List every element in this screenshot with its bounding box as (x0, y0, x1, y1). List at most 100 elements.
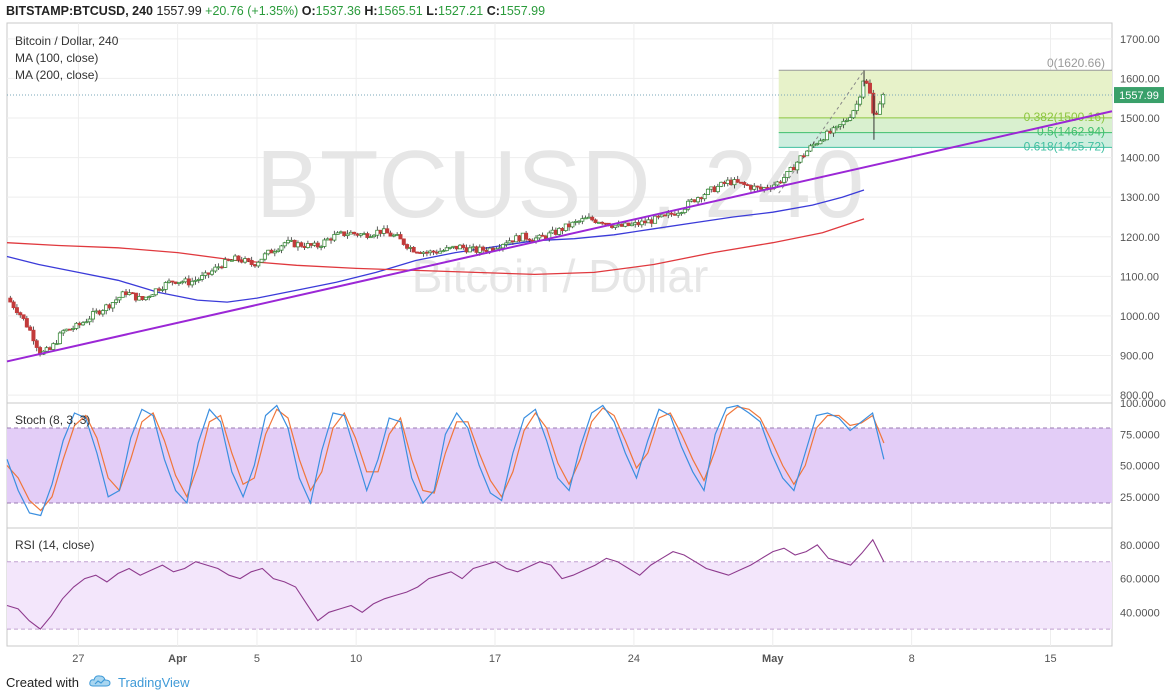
trendline[interactable] (6, 110, 1113, 363)
candle-body (626, 222, 631, 227)
candle-body (249, 259, 254, 265)
candle-body (881, 94, 886, 105)
candle-body (375, 229, 380, 236)
candle-body (748, 185, 753, 190)
price-axis-label: 1300.00 (1120, 192, 1160, 204)
candle-body (858, 96, 863, 105)
symbol-label[interactable]: BITSTAMP:BTCUSD, 240 (6, 4, 154, 18)
candle-body (338, 231, 343, 234)
candle-body (715, 185, 720, 193)
candle-body (530, 239, 535, 242)
candle-body (666, 212, 671, 216)
candle-body (130, 292, 135, 295)
candle-body (259, 258, 264, 263)
candle-body (464, 247, 469, 253)
candle-body (365, 233, 370, 238)
candle-body (47, 347, 52, 350)
candle-body (223, 259, 228, 268)
fib-level-label: 0.618(1425.72) (1024, 139, 1105, 153)
candle-body (100, 310, 105, 315)
candle-body (782, 177, 787, 183)
candle-body (745, 184, 750, 186)
candle-body (213, 266, 218, 272)
candle-body (520, 232, 525, 242)
candle-body (421, 251, 426, 254)
candle-body (646, 219, 651, 224)
candle-body (193, 279, 198, 282)
stoch-axis-label: 50.0000 (1120, 461, 1160, 473)
candle-body (633, 222, 638, 225)
legend-title: Bitcoin / Dollar, 240 (15, 34, 119, 48)
high-value: 1565.51 (377, 4, 423, 18)
chart-canvas[interactable]: BTCUSD, 240 Bitcoin / Dollar 0(1620.66)0… (0, 22, 1176, 668)
time-axis-label: 24 (628, 653, 640, 665)
candle-body (107, 304, 112, 309)
candle-body (877, 103, 882, 115)
candle-body (272, 251, 277, 254)
open-value: 1537.36 (315, 4, 361, 18)
candle-body (414, 251, 419, 254)
candle-body (295, 242, 300, 248)
candle-body (381, 228, 386, 234)
candle-body (137, 296, 142, 301)
time-axis-label: 10 (350, 653, 362, 665)
candle-body (586, 216, 591, 219)
candle-body (537, 234, 542, 239)
candle-body (729, 179, 734, 186)
candle-body (795, 161, 800, 171)
candle-body (752, 185, 757, 190)
candle-body (844, 119, 849, 122)
candle-body (418, 252, 423, 254)
candle-body (114, 299, 119, 303)
rsi-axis-label: 80.0000 (1120, 540, 1160, 552)
candle-body (649, 219, 654, 224)
candle-body (567, 223, 572, 228)
candle-body (150, 294, 155, 297)
low-value: 1527.21 (438, 4, 484, 18)
candle-body (573, 221, 578, 223)
candle-body (659, 214, 664, 218)
candle-body (200, 275, 205, 280)
candle-body (21, 314, 26, 319)
candle-body (702, 194, 707, 200)
candle-body (186, 278, 191, 286)
candle-body (874, 112, 879, 115)
price-axis-label: 1600.00 (1120, 73, 1160, 85)
oscillator-lines (6, 404, 885, 630)
candle-body (256, 261, 261, 267)
candle-body (405, 244, 410, 249)
legend-ma200: MA (200, close) (15, 68, 98, 82)
candle-body (44, 347, 49, 352)
candle-body (457, 244, 462, 250)
candle-body (619, 223, 624, 227)
candle-body (133, 292, 138, 301)
candle-body (600, 221, 605, 224)
candle-body (289, 239, 294, 242)
candle-body (163, 282, 168, 290)
candle-body (616, 223, 621, 227)
candle-body (871, 92, 876, 114)
candle-body (117, 296, 122, 301)
tradingview-link[interactable]: TradingView (118, 675, 190, 690)
candle-body (719, 181, 724, 187)
candle-body (61, 330, 66, 334)
candle-body (229, 259, 234, 262)
high-label: H: (364, 4, 378, 18)
candle-body (676, 212, 681, 216)
last-price-tag-label: 1557.99 (1119, 90, 1159, 102)
candle-body (705, 188, 710, 195)
candle-body (378, 229, 383, 234)
legend: Bitcoin / Dollar, 240 MA (100, close) MA… (15, 34, 119, 552)
candle-body (147, 296, 152, 298)
candle-body (808, 145, 813, 152)
candle-body (196, 279, 201, 281)
candle-body (712, 186, 717, 193)
candle-body (329, 238, 334, 241)
candle-body (286, 239, 291, 244)
fibonacci-retracement[interactable]: 0(1620.66) 0.382(1500.16)0.5(1462.94)0.61… (778, 56, 1112, 194)
legend-ma100: MA (100, close) (15, 51, 98, 65)
candle-body (861, 80, 866, 98)
candle-body (358, 233, 363, 236)
candle-body (818, 140, 823, 145)
stoch-title: Stoch (8, 3, 3) (15, 413, 90, 427)
